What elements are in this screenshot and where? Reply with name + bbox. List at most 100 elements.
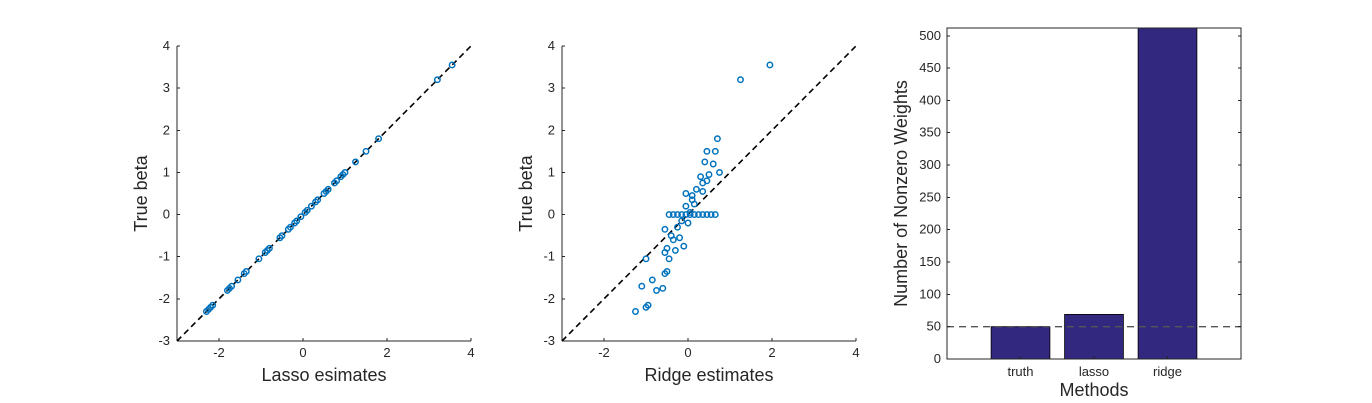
lasso-y-tick-label: 0 [163, 207, 170, 222]
lasso-data-point [314, 196, 322, 204]
lasso-data-point [307, 202, 315, 210]
ridge-data-point [665, 255, 673, 263]
ridge-x-tick-label: 2 [768, 345, 775, 360]
ridge-x-tick-label: -2 [598, 345, 610, 360]
weights-bar-lasso [1064, 313, 1124, 360]
weights-x-tick-label: ridge [1153, 364, 1182, 379]
ridge-data-point [661, 225, 669, 233]
ridge-data-point [684, 219, 692, 227]
ridge-data-point [690, 200, 698, 208]
ridge-data-point [716, 168, 723, 176]
ridge-y-tick-label: 3 [548, 80, 555, 95]
weights-y-tick-label: 200 [919, 222, 941, 237]
ridge-data-point [705, 171, 713, 178]
ridge-data-point [701, 158, 709, 166]
weights-x-tick-label: truth [1007, 364, 1033, 379]
ridge-y-tick-label: 2 [548, 122, 555, 137]
ridge-x-tick-label: 0 [684, 345, 691, 360]
ridge-data-point [680, 242, 688, 250]
ridge-y-tick-label: -1 [543, 249, 555, 264]
ridge-data-point [663, 268, 671, 275]
lasso-x-tick-label: 0 [299, 345, 306, 360]
ridge-x-tick-label: 4 [852, 345, 859, 360]
ridge-data-point [686, 211, 694, 219]
weights-y-tick-label: 300 [919, 157, 941, 172]
ridge-data-point [642, 255, 650, 263]
lasso-data-point [228, 282, 236, 290]
ridge-data-point [690, 211, 698, 219]
lasso-x-tick-label: 2 [383, 345, 390, 360]
lasso-data-point [242, 268, 250, 275]
ridge-data-point [711, 211, 719, 219]
weights-y-tick-label: 250 [919, 189, 941, 204]
lasso-y-tick-label: -1 [158, 249, 170, 264]
ridge-data-point [703, 177, 711, 185]
lasso-data-point [341, 168, 349, 176]
lasso-data-point [303, 206, 311, 214]
lasso-data-point [352, 158, 359, 166]
lasso-y-tick-label: 4 [163, 38, 170, 53]
ridge-data-point [644, 301, 652, 309]
lasso-data-point [293, 217, 301, 225]
ridge-data-point [678, 211, 686, 219]
weights-y-tick-label: 400 [919, 92, 941, 107]
weights-y-tick-label: 0 [934, 351, 941, 366]
lasso-y-tick-label: 3 [163, 80, 170, 95]
ridge-y-tick-label: 1 [548, 164, 555, 179]
ridge-y-tick-label: 0 [548, 207, 555, 222]
ridge-data-point [659, 284, 667, 292]
weights-y-tick-label: 500 [919, 28, 941, 43]
ridge-data-point [665, 211, 673, 219]
ridge-data-point [688, 192, 696, 200]
ridge-data-point [682, 190, 690, 197]
lasso-y-tick-label: 2 [163, 122, 170, 137]
lasso-data-point [278, 232, 286, 240]
weights-y-tick-label: 50 [927, 319, 941, 334]
ridge-data-point [692, 185, 700, 193]
ridge-data-point [676, 234, 684, 242]
ridge-data-point [713, 135, 721, 143]
lasso-y-tick-label: -2 [158, 291, 170, 306]
lasso-x-tick-label: 4 [467, 345, 474, 360]
ridge-data-point [669, 211, 677, 219]
weights-x-axis-label: Methods [1059, 380, 1128, 400]
ridge-y-tick-label: -2 [543, 291, 555, 306]
weights-y-tick-label: 450 [919, 60, 941, 75]
lasso-data-point [255, 255, 263, 263]
ridge-data-point [682, 202, 690, 210]
weights-bar-truth [990, 326, 1051, 360]
weights-y-axis-label: Number of Nonzero Weights [891, 80, 911, 307]
ridge-data-point [669, 236, 677, 244]
ridge-data-point [737, 76, 744, 84]
ridge-data-point [697, 173, 705, 181]
lasso-scatter-panel: -2 0 2 4 -3 -2 -1 0 1 2 3 4 Lasso esimates True beta [131, 38, 475, 385]
lasso-data-point [362, 147, 370, 155]
ridge-y-axis-label: True beta [516, 154, 536, 231]
lasso-x-tick-label: -2 [213, 345, 225, 360]
ridge-scatter-panel: -2 0 2 4 -3 -2 -1 0 1 2 3 4 Ridge estimates True beta [516, 38, 860, 385]
ridge-data-point [653, 286, 660, 294]
ridge-data-point [674, 223, 681, 231]
lasso-data-point [297, 213, 305, 221]
ridge-x-axis-label: Ridge estimates [644, 365, 773, 385]
ridge-data-point [678, 217, 686, 225]
nonzero-weights-bar-panel: 0 50 100 150 200 250 300 350 400 450 500 truth lasso… [891, 27, 1242, 400]
lasso-x-axis-label: Lasso esimates [261, 365, 386, 385]
ridge-data-point [711, 147, 719, 155]
ridge-y-tick-label: 4 [548, 38, 555, 53]
ridge-data-point [703, 147, 711, 155]
ridge-data-point [671, 246, 679, 254]
weights-bar-ridge [1137, 27, 1198, 360]
ridge-data-point [699, 211, 707, 219]
weights-y-tick-label: 100 [919, 286, 941, 301]
lasso-data-point [375, 135, 383, 143]
lasso-y-tick-label: 1 [163, 164, 170, 179]
lasso-y-axis-label: True beta [131, 154, 151, 231]
ridge-data-point [682, 211, 690, 219]
lasso-data-point [448, 61, 456, 69]
ridge-data-point [632, 308, 639, 315]
lasso-y-tick-label: -3 [158, 333, 170, 348]
lasso-data-point [209, 301, 217, 309]
lasso-data-point [333, 177, 341, 185]
